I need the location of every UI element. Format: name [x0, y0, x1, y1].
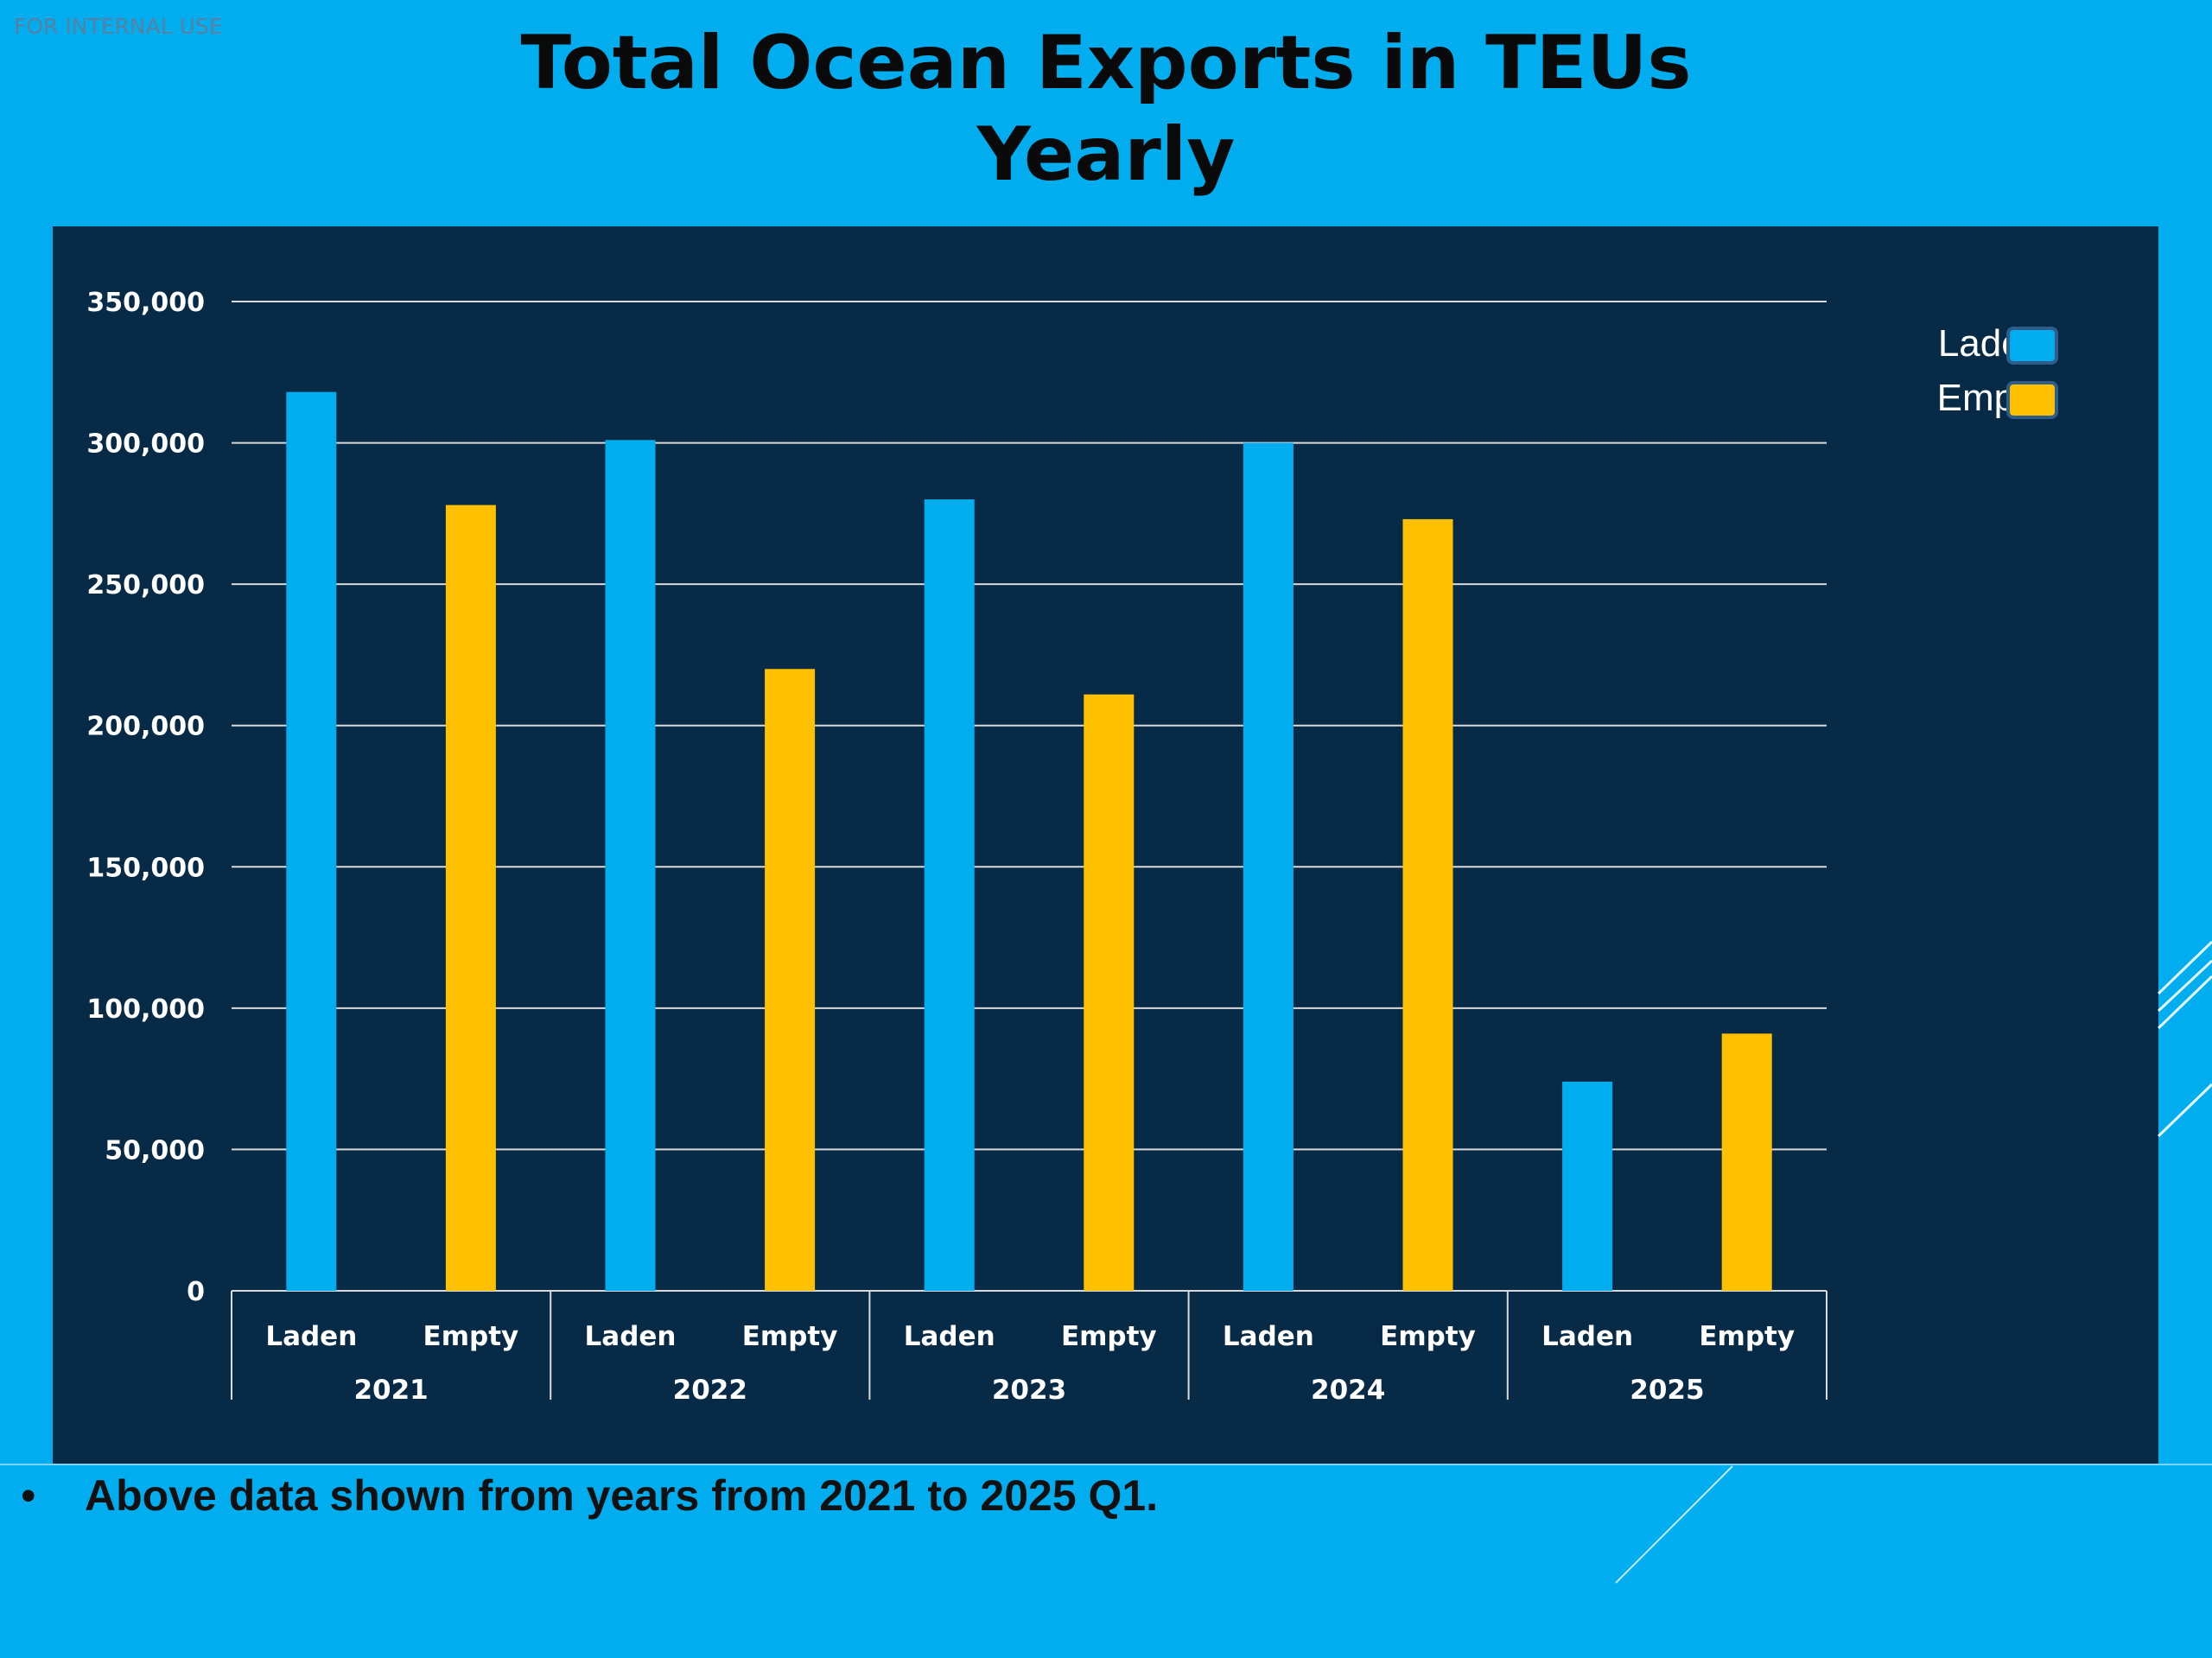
bullet-icon: •: [21, 1471, 36, 1520]
bar-empty-2025: [1721, 1033, 1772, 1291]
x-subcategory-label: Empty: [1061, 1321, 1157, 1352]
bar-empty-2023: [1084, 694, 1135, 1291]
x-group-label: 2021: [353, 1375, 428, 1406]
x-subcategory-label: Laden: [585, 1321, 677, 1352]
y-tick-label: 0: [187, 1277, 205, 1307]
x-subcategory-label: Empty: [742, 1321, 838, 1352]
x-subcategory-label: Empty: [423, 1321, 519, 1352]
y-tick-label: 200,000: [86, 712, 205, 742]
footnote: • Above data shown from years from 2021 t…: [21, 1471, 1158, 1521]
x-subcategory-label: Laden: [1223, 1321, 1314, 1352]
x-subcategory-label: Laden: [904, 1321, 995, 1352]
x-subcategory-label: Laden: [265, 1321, 357, 1352]
y-tick-label: 300,000: [86, 429, 205, 460]
y-tick-label: 250,000: [86, 570, 205, 600]
x-group-label: 2025: [1630, 1375, 1704, 1406]
bar-laden-2021: [286, 391, 337, 1291]
title-line-2: Yearly: [976, 111, 1236, 198]
bar-empty-2022: [765, 669, 816, 1291]
footer-band: [0, 1464, 2212, 1658]
legend-swatch-empty: [2006, 381, 2058, 419]
bar-laden-2022: [605, 440, 656, 1291]
chart-panel: 0 50,000 100,000 150,000 200,000 250,000 300,0…: [53, 226, 2158, 1464]
bar-laden-2023: [924, 499, 975, 1291]
y-tick-label: 350,000: [86, 288, 205, 318]
y-tick-label: 150,000: [86, 853, 205, 883]
x-subcategory-label: Laden: [1541, 1321, 1633, 1352]
legend-swatch-laden: [2006, 327, 2058, 365]
watermark: FOR INTERNAL USE: [14, 14, 223, 39]
bar-laden-2024: [1243, 442, 1294, 1291]
x-group-label: 2024: [1311, 1375, 1385, 1406]
x-subcategory-label: Empty: [1699, 1321, 1795, 1352]
x-group-label: 2022: [673, 1375, 747, 1406]
y-tick-label: 50,000: [105, 1135, 205, 1166]
title-line-1: Total Ocean Exports in TEUs: [520, 20, 1692, 106]
bar-laden-2025: [1562, 1081, 1613, 1291]
bar-empty-2024: [1402, 518, 1453, 1291]
y-tick-label: 100,000: [86, 994, 205, 1025]
footnote-text: Above data shown from years from 2021 to…: [85, 1471, 1159, 1520]
bar-chart: 0 50,000 100,000 150,000 200,000 250,000 300,0…: [86, 288, 2058, 1406]
x-subcategory-label: Empty: [1380, 1321, 1476, 1352]
bar-empty-2021: [445, 505, 496, 1291]
chart-title: Total Ocean Exports in TEUs Yearly: [0, 17, 2212, 200]
x-group-label: 2023: [992, 1375, 1066, 1406]
